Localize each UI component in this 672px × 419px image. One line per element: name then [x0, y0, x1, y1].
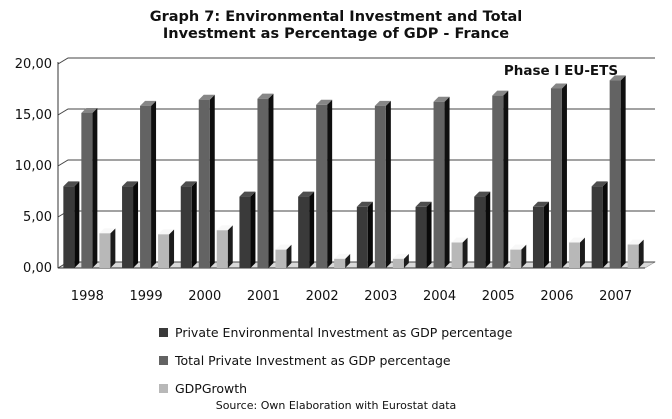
bar-total-investment: [316, 99, 333, 268]
y-tick-label: 15,00: [15, 108, 52, 123]
x-tick-label: 1998: [71, 289, 104, 304]
source-note: Source: Own Elaboration with Eurostat da…: [215, 399, 457, 412]
bar-environmental: [122, 181, 139, 268]
bar-gdp-growth: [510, 244, 527, 268]
legend-swatch-environmental: [159, 327, 168, 337]
y-tick-label: 10,00: [15, 159, 52, 174]
x-tick-label: 2000: [188, 289, 221, 304]
bar-gdp-growth: [627, 239, 644, 268]
gridline: [57, 108, 655, 116]
bar-total-investment: [257, 93, 274, 269]
legend-item-environmental: Private Environmental Investment as GDP …: [159, 318, 512, 346]
x-tick-label: 2004: [423, 289, 456, 304]
legend-swatch-total: [159, 355, 168, 365]
gridline: [57, 57, 655, 65]
bar-total-investment: [492, 90, 509, 269]
bar-total-investment: [609, 75, 626, 268]
chart-title: Graph 7: Environmental Investment and To…: [0, 9, 672, 43]
bar-total-investment: [81, 107, 98, 269]
bar-gdp-growth: [451, 237, 468, 268]
bar-gdp-growth: [392, 253, 409, 268]
legend: Private Environmental Investment as GDP …: [159, 318, 512, 402]
bar-gdp-growth: [334, 253, 351, 268]
gridline: [57, 159, 655, 167]
bar-gdp-growth: [99, 228, 116, 268]
legend-item-total: Total Private Investment as GDP percenta…: [159, 346, 512, 374]
x-tick-label: 1999: [130, 289, 163, 304]
bar-environmental: [532, 201, 549, 268]
legend-label-gdp-growth: GDPGrowth: [175, 380, 248, 396]
bar-gdp-growth: [568, 237, 585, 268]
x-tick-label: 2007: [599, 289, 632, 304]
legend-swatch-gdp-growth: [159, 383, 168, 393]
chart-title-line-2: Investment as Percentage of GDP - France: [162, 26, 510, 42]
y-tick-label: 20,00: [15, 57, 52, 72]
y-tick-label: 5,00: [23, 210, 52, 225]
bar-gdp-growth: [216, 225, 233, 268]
legend-item-gdp-growth: GDPGrowth: [159, 374, 512, 402]
x-tick-label: 2002: [306, 289, 339, 304]
bar-environmental: [415, 201, 432, 268]
bar-environmental: [298, 191, 315, 268]
bar-gdp-growth: [275, 244, 292, 268]
legend-label-environmental: Private Environmental Investment as GDP …: [175, 324, 513, 340]
bar-total-investment: [550, 83, 567, 268]
x-tick-label: 2003: [364, 289, 397, 304]
x-tick-label: 2005: [482, 289, 515, 304]
x-tick-label: 2006: [540, 289, 573, 304]
bar-total-investment: [374, 100, 391, 268]
y-tick-label: 0,00: [23, 261, 52, 276]
bar-total-investment: [198, 94, 215, 268]
phase-annotation: Phase I EU-ETS: [504, 63, 618, 79]
bar-environmental: [180, 181, 197, 268]
bar-gdp-growth: [158, 229, 175, 268]
x-tick-label: 2001: [247, 289, 280, 304]
bar-environmental: [356, 201, 373, 268]
legend-label-total: Total Private Investment as GDP percenta…: [175, 352, 451, 368]
bar-environmental: [239, 191, 256, 268]
bar-total-investment: [433, 96, 450, 269]
bar-total-investment: [140, 100, 157, 268]
bar-environmental: [474, 191, 491, 268]
bar-environmental: [63, 181, 80, 268]
chart-title-line-1: Graph 7: Environmental Investment and To…: [149, 9, 523, 25]
bar-environmental: [591, 181, 608, 268]
